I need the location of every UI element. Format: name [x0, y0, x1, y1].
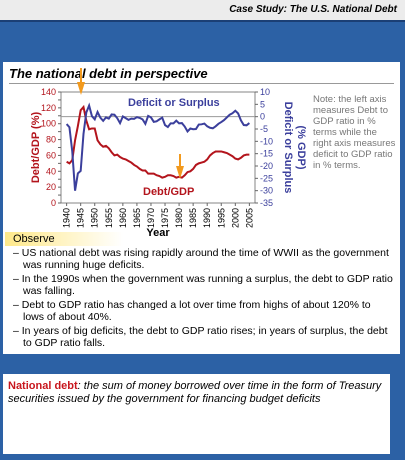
- x-tick-label: 1995: [216, 208, 226, 228]
- chart: 0 20 40 60 80 100 120 140 10 5 0 -5 -10 -15 -20 -25 -30 -…: [30, 68, 307, 237]
- x-tick-label: 1965: [132, 208, 142, 228]
- series-line: [65, 102, 250, 191]
- dash: –: [13, 299, 22, 311]
- arrow: [80, 68, 82, 82]
- arrow: [176, 166, 184, 179]
- y2-tick-label: -25: [260, 173, 273, 183]
- bullet-text: In the 1990s when the government was run…: [21, 273, 393, 297]
- x-tick-label: 1990: [202, 208, 212, 228]
- arrow: [77, 82, 85, 95]
- bullet: – In years of big deficits, the debt to …: [13, 325, 393, 349]
- x-tick-label: 1940: [62, 208, 72, 228]
- y2-axis-title: Deficit or Surplus: [282, 102, 294, 194]
- x-tick-label: 1980: [174, 208, 184, 228]
- y2-axis-title: (% GDP): [295, 126, 307, 170]
- y-tick-label: 0: [51, 198, 56, 208]
- x-tick-label: 1985: [188, 208, 198, 228]
- term: National debt: [8, 380, 78, 392]
- note: Note: the left axis measures Debt to GDP…: [313, 94, 396, 171]
- bullet-text: In years of big deficits, the debt to GD…: [21, 325, 388, 349]
- bullet-text: US national debt was rising rapidly arou…: [21, 247, 389, 271]
- dash: –: [13, 273, 22, 285]
- x-axis-title: Year: [146, 227, 170, 237]
- y-tick-label: 140: [41, 87, 56, 97]
- observe-heading: Observe: [5, 232, 123, 246]
- y2-tick-label: -35: [260, 198, 273, 208]
- case-study: Case Study: The U.S. National Debt: [229, 4, 397, 15]
- header-bar: Case Study: The U.S. National Debt: [0, 0, 405, 22]
- y-axis-title: Debt/GDP (%): [30, 112, 42, 184]
- definition-text: : the sum of money borrowed over time in…: [8, 380, 382, 405]
- y2-tick-label: 10: [260, 87, 270, 97]
- y-tick-label: 100: [41, 119, 56, 129]
- bullet: – In the 1990s when the government was r…: [13, 273, 393, 297]
- y2-tick-label: -20: [260, 161, 273, 171]
- definition: National debt: the sum of money borrowed…: [3, 374, 390, 454]
- series-line: [66, 104, 250, 179]
- y-tick-label: 40: [46, 166, 56, 176]
- panel-title: The national debt in perspective: [9, 66, 394, 84]
- y2-tick-label: 0: [260, 112, 265, 122]
- x-tick-label: 1945: [76, 208, 86, 228]
- x-tick-label: 2000: [230, 208, 240, 228]
- x-tick-label: 1950: [90, 208, 100, 228]
- x-tick-label: 1970: [146, 208, 156, 228]
- x-tick-label: 1960: [118, 208, 128, 228]
- arrow: [179, 154, 181, 166]
- y2-tick-label: -10: [260, 136, 273, 146]
- y2-tick-label: -15: [260, 149, 273, 159]
- panel: The national debt in perspective 0 20 40 60…: [3, 62, 400, 354]
- y2-tick-label: -5: [260, 124, 268, 134]
- y-tick-label: 20: [46, 182, 56, 192]
- y-tick-label: 80: [46, 135, 56, 145]
- bullet-list: – US national debt was rising rapidly ar…: [13, 247, 393, 352]
- x-tick-label: 1955: [104, 208, 114, 228]
- y2-tick-label: 5: [260, 99, 265, 109]
- bullet-text: Debt to GDP ratio has changed a lot over…: [21, 299, 371, 323]
- series-label: Deficit or Surplus: [128, 97, 220, 109]
- x-tick-label: 1975: [160, 208, 170, 228]
- dash: –: [13, 325, 22, 337]
- y-tick-label: 60: [46, 150, 56, 160]
- dash: –: [13, 247, 22, 259]
- y2-tick-label: -30: [260, 186, 273, 196]
- series-label: Debt/GDP: [143, 186, 194, 198]
- bullet: – US national debt was rising rapidly ar…: [13, 247, 393, 271]
- bullet: – Debt to GDP ratio has changed a lot ov…: [13, 299, 393, 323]
- x-tick-label: 2005: [244, 208, 254, 228]
- y-tick-label: 120: [41, 103, 56, 113]
